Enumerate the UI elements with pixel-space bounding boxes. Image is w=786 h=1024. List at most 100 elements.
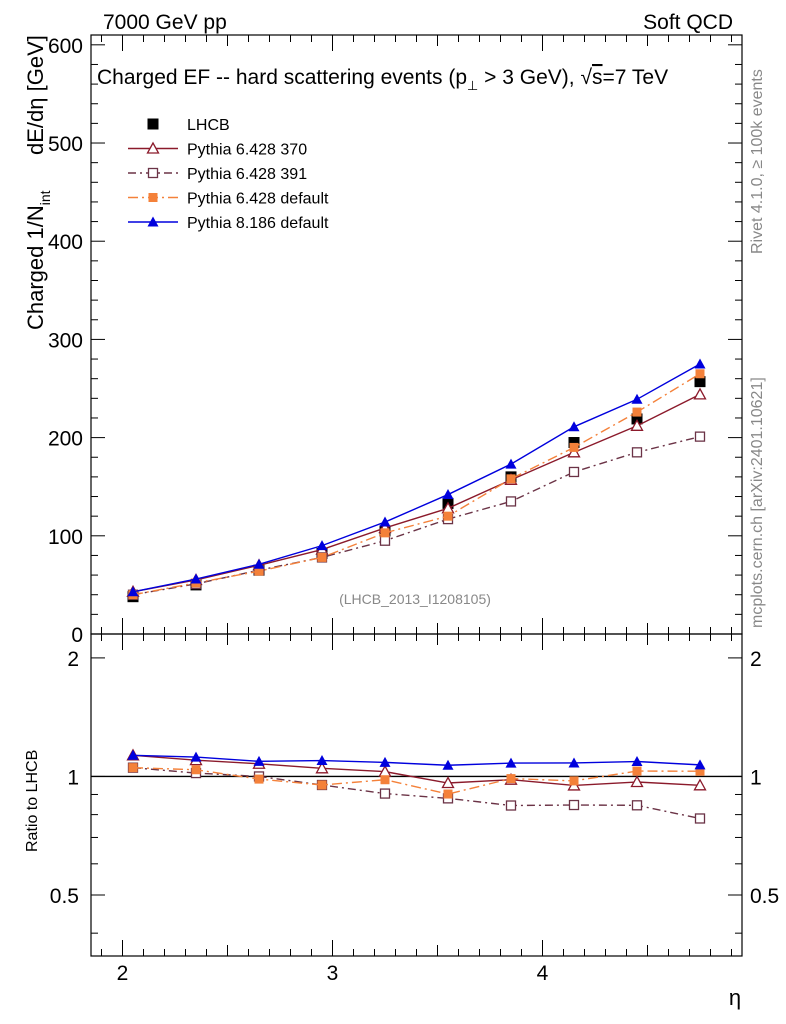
legend-item: Pythia 6.428 391 (128, 166, 307, 183)
legend-label: Pythia 6.428 370 (187, 142, 307, 159)
axis-ticks (91, 35, 742, 956)
data-marker (254, 774, 264, 784)
data-marker (695, 369, 705, 379)
legend-label: Pythia 6.428 391 (187, 166, 307, 183)
ratio-tick-label: 1 (750, 766, 762, 789)
data-marker (254, 566, 264, 576)
data-marker (317, 780, 327, 790)
x-tick-label: 3 (327, 962, 339, 985)
data-marker (631, 800, 643, 811)
data-marker (127, 586, 139, 597)
ratio-tick-label: 2 (750, 648, 762, 671)
analysis-watermark: (LHCB_2013_I1208105) (339, 591, 491, 607)
data-marker (147, 167, 159, 179)
ratio-tick-labels: 0.5 0.5 1 1 2 2 (50, 648, 779, 908)
ratio-tick-label: 0.5 (50, 885, 79, 908)
ratio-line (132, 766, 701, 795)
y-tick-label: 500 (48, 133, 83, 156)
data-marker (379, 756, 391, 767)
data-marker (568, 799, 580, 811)
ratio-series-1 (126, 748, 707, 791)
data-marker (568, 757, 580, 768)
data-marker (191, 765, 201, 775)
data-marker (505, 757, 517, 768)
ratio-panel-frame (90, 633, 743, 957)
data-marker (569, 442, 579, 452)
y-tick-labels: 0 100 200 300 400 500 600 (48, 35, 83, 647)
ratio-series-4 (127, 749, 706, 770)
data-marker (632, 766, 642, 776)
y-tick-label: 400 (48, 231, 83, 254)
data-marker (630, 775, 644, 788)
data-marker (148, 193, 158, 202)
ratio-series (126, 748, 707, 824)
category-label: Soft QCD (643, 11, 733, 34)
data-marker (380, 528, 390, 538)
data-marker (442, 489, 454, 500)
series-line (132, 393, 701, 593)
data-marker (631, 447, 643, 458)
data-marker (569, 776, 579, 786)
data-marker (505, 496, 517, 507)
data-marker (694, 358, 706, 369)
x-axis-label: η (729, 985, 741, 1010)
y-tick-label: 0 (71, 624, 83, 647)
data-marker (147, 118, 159, 130)
x-tick-labels: 2 3 4 (117, 962, 549, 985)
data-marker (315, 761, 329, 774)
ratio-tick-label: 1 (67, 766, 79, 789)
ratio-axis-label: Ratio to LHCB (24, 750, 41, 852)
series-3 (128, 369, 705, 600)
legend-item: LHCB (147, 117, 230, 134)
data-marker (694, 431, 706, 442)
data-marker (694, 376, 706, 388)
data-marker (442, 759, 454, 770)
data-marker (505, 458, 517, 469)
data-marker (631, 413, 643, 425)
data-marker (379, 788, 391, 799)
series-0 (127, 376, 706, 603)
x-tick-label: 2 (117, 962, 129, 985)
data-marker (146, 141, 160, 154)
data-marker (128, 763, 138, 773)
data-marker (380, 775, 390, 785)
data-marker (631, 756, 643, 767)
y-axis-label: Charged 1/Nint (23, 190, 53, 330)
y-tick-label: 600 (48, 35, 83, 58)
legend-label: Pythia 8.186 default (187, 215, 329, 232)
ratio-series-3 (128, 763, 705, 799)
data-marker (693, 778, 707, 791)
legend: LHCB Pythia 6.428 370 Pythia 6.428 391 Pyth… (128, 117, 329, 232)
legend-label: LHCB (187, 117, 230, 134)
data-marker (317, 552, 327, 562)
y-tick-label: 200 (48, 428, 83, 451)
energy-label: 7000 GeV pp (103, 11, 227, 34)
ratio-tick-label: 2 (67, 648, 79, 671)
data-marker (632, 407, 642, 417)
data-marker (568, 421, 580, 432)
data-marker (506, 474, 516, 484)
ratio-tick-label: 0.5 (750, 885, 779, 908)
data-marker (379, 516, 391, 527)
legend-item: Pythia 8.186 default (128, 215, 329, 232)
ratio-line (132, 754, 701, 787)
series-line (132, 435, 701, 596)
series-1 (126, 387, 707, 597)
ratio-line (132, 766, 701, 820)
data-marker (253, 755, 265, 766)
data-marker (443, 511, 453, 521)
data-marker (147, 216, 159, 227)
chart-title: Charged EF -- hard scattering events (p⊥… (97, 66, 668, 93)
legend-item: Pythia 6.428 370 (128, 142, 307, 159)
series-4 (127, 358, 706, 597)
series-line (132, 373, 701, 596)
data-marker (631, 393, 643, 404)
data-marker (630, 418, 644, 431)
data-marker (443, 789, 453, 799)
y-tick-label: 300 (48, 329, 83, 352)
data-marker (316, 540, 328, 551)
data-marker (190, 573, 202, 584)
data-marker (506, 774, 516, 784)
rivet-version-label: Rivet 4.1.0, ≥ 100k events (749, 69, 766, 254)
